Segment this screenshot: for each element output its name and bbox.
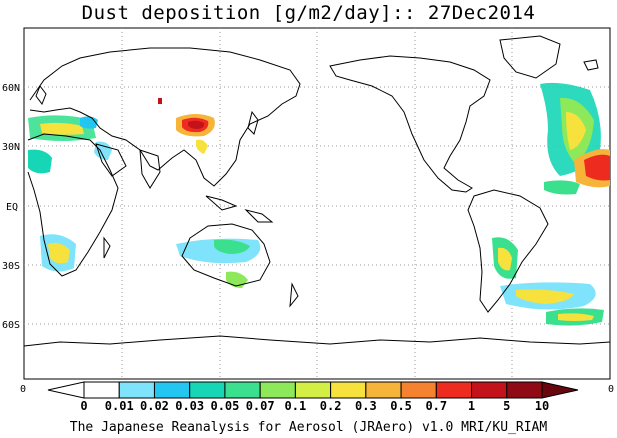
lat-label: 30S <box>2 261 20 272</box>
dust-patch <box>40 122 84 135</box>
lat-label: EQ <box>6 202 18 213</box>
dust-patch <box>214 239 250 254</box>
colorbar-cell <box>259 381 296 399</box>
dust-patch <box>28 149 52 174</box>
colorbar-tick-label: 0 <box>80 399 87 413</box>
colorbar-cell <box>365 381 402 399</box>
dust-patch <box>196 139 208 154</box>
colorbar-tick-label: 0.1 <box>285 399 307 413</box>
colorbar-cell <box>541 381 579 399</box>
dust-patch <box>158 98 162 104</box>
dust-patch <box>516 289 574 304</box>
colorbar-cell <box>83 381 120 399</box>
colorbar-cell <box>189 381 226 399</box>
colorbar-tick-label: 0.5 <box>390 399 412 413</box>
dust-patch <box>584 154 610 181</box>
right-edge-label: 0 <box>608 384 614 395</box>
lat-labels: 60N 30N EQ 30S 60S <box>2 83 20 331</box>
colorbar-tick-label: 0.07 <box>246 399 275 413</box>
colorbar-tick-label: 0.03 <box>175 399 204 413</box>
colorbar-tick-label: 10 <box>535 399 549 413</box>
coastlines <box>23 35 611 347</box>
colorbar-cell <box>400 381 437 399</box>
left-edge-label: 0 <box>20 384 26 395</box>
colorbar-cell <box>153 381 191 399</box>
dust-patch <box>94 141 112 160</box>
colorbar-cell <box>471 381 508 399</box>
colorbar-cell <box>224 381 261 399</box>
colorbar-tick-label: 1 <box>468 399 475 413</box>
colorbar-tick-label: 0.3 <box>355 399 377 413</box>
colorbar-cell <box>294 381 332 399</box>
dust-patch <box>498 247 512 271</box>
colorbar-cell <box>506 381 543 399</box>
colorbar-tick-label: 0.01 <box>105 399 134 413</box>
colorbar-tick-label: 0.02 <box>140 399 169 413</box>
lat-label: 60N <box>2 83 20 94</box>
colorbar-cell <box>118 381 155 399</box>
colorbar-tick-label: 0.2 <box>320 399 342 413</box>
colorbar: 0 0.01 0.02 0.03 0.05 0.07 0.1 0.2 0.3 0.5 0.7 1 5 10 <box>47 381 579 413</box>
colorbar-tick-label: 0.7 <box>425 399 447 413</box>
dust-patch <box>48 242 70 264</box>
dust-patch <box>544 180 580 195</box>
dust-patch <box>566 112 586 150</box>
dust-patches <box>28 82 610 326</box>
colorbar-tick-label: 0.05 <box>210 399 239 413</box>
dust-patch <box>558 313 594 321</box>
colorbar-tick-label: 5 <box>503 399 510 413</box>
lat-label: 30N <box>2 142 20 153</box>
map-title: Dust deposition [g/m2/day]:: 27Dec2014 <box>81 2 536 24</box>
lat-label: 60S <box>2 320 20 331</box>
colorbar-cell <box>47 381 85 399</box>
footer-credit: The Japanese Reanalysis for Aerosol (JRA… <box>69 420 548 435</box>
dust-patch <box>188 120 205 129</box>
colorbar-cell <box>330 381 367 399</box>
colorbar-cell <box>435 381 473 399</box>
